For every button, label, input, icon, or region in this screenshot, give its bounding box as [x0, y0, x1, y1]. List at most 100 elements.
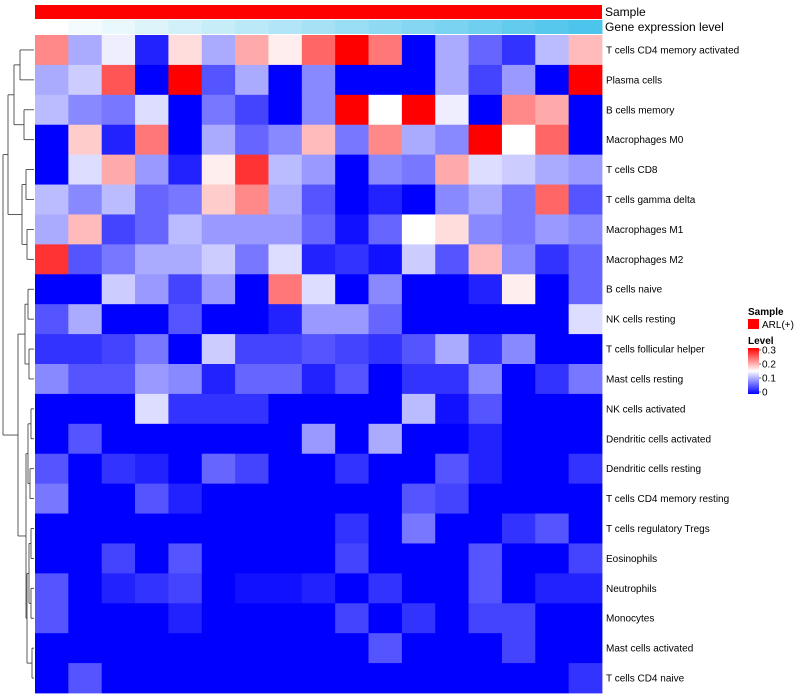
heatmap-cell: [435, 603, 469, 634]
heatmap-cell: [535, 543, 570, 574]
heatmap-cell: [201, 274, 236, 305]
heatmap-cell: [401, 244, 436, 275]
heatmap-cell: [235, 573, 269, 604]
heatmap-cell: [468, 483, 503, 514]
heatmap-cell: [35, 663, 69, 694]
heatmap-cell: [335, 364, 369, 395]
heatmap-cell: [268, 633, 303, 664]
heatmap-cell: [301, 64, 336, 96]
row-label: Macrophages M0: [606, 135, 684, 146]
heatmap-cell: [268, 663, 303, 694]
heatmap-cell: [335, 603, 369, 634]
heatmap-cell: [268, 453, 303, 485]
heatmap-cell: [268, 304, 303, 335]
heatmap-cell: [135, 603, 169, 634]
heatmap-cell: [235, 663, 269, 694]
heatmap-cell: [401, 663, 436, 694]
heatmap-cell: [501, 573, 536, 604]
heatmap-cell: [435, 573, 469, 604]
expression-annotation-cell: [468, 20, 503, 34]
heatmap-cell: [68, 94, 103, 126]
heatmap-cell: [35, 35, 69, 66]
heatmap-cell: [335, 274, 369, 305]
heatmap-cell: [368, 244, 403, 275]
heatmap-cell: [468, 154, 503, 185]
heatmap-cell: [68, 274, 103, 305]
heatmap-cell: [435, 483, 469, 514]
heatmap-cell: [35, 393, 69, 425]
heatmap-cell: [401, 453, 436, 485]
heatmap-cell: [568, 513, 603, 544]
heatmap-cell: [568, 154, 603, 185]
heatmap-cell: [268, 214, 303, 245]
heatmap-cell: [101, 483, 136, 514]
heatmap-cell: [401, 513, 436, 544]
row-label: Plasma cells: [606, 75, 662, 86]
heatmap-cell: [335, 184, 369, 215]
heatmap-cell: [435, 364, 469, 395]
heatmap-cell: [68, 633, 103, 664]
heatmap-cell: [235, 423, 269, 455]
heatmap-cell: [101, 453, 136, 485]
heatmap-cell: [401, 334, 436, 365]
row-label: NK cells resting: [606, 315, 675, 326]
legend-level-title: Level: [748, 336, 774, 347]
heatmap-cell: [168, 633, 203, 664]
heatmap-cell: [501, 513, 536, 544]
row-label: T cells CD8: [606, 165, 658, 176]
expression-annotation-cell: [201, 20, 236, 34]
heatmap-cell: [501, 633, 536, 664]
heatmap-cell: [401, 214, 436, 245]
legend-level-tick-label: 0: [762, 388, 768, 399]
legend-sample-entry: ARL(+): [762, 320, 794, 331]
heatmap-cell: [535, 94, 570, 126]
heatmap-cells: [35, 35, 603, 694]
heatmap-cell: [35, 483, 69, 514]
heatmap-cell: [501, 244, 536, 275]
heatmap-cell: [68, 573, 103, 604]
heatmap-cell: [335, 393, 369, 425]
heatmap-cell: [568, 94, 603, 126]
heatmap-cell: [468, 393, 503, 425]
heatmap-cell: [201, 633, 236, 664]
heatmap-cell: [135, 94, 169, 126]
heatmap-cell: [535, 124, 570, 156]
heatmap-cell: [268, 35, 303, 66]
heatmap-cell: [201, 214, 236, 245]
heatmap-cell: [201, 364, 236, 395]
heatmap-cell: [435, 214, 469, 245]
heatmap-cell: [101, 154, 136, 185]
heatmap-cell: [435, 64, 469, 96]
heatmap-cell: [568, 633, 603, 664]
heatmap-cell: [435, 184, 469, 215]
heatmap-cell: [301, 184, 336, 215]
heatmap-cell: [335, 573, 369, 604]
heatmap-cell: [235, 64, 269, 96]
heatmap-cell: [501, 304, 536, 335]
heatmap-cell: [535, 453, 570, 485]
heatmap-cell: [35, 453, 69, 485]
heatmap-cell: [468, 304, 503, 335]
heatmap-cell: [535, 663, 570, 694]
heatmap-cell: [335, 483, 369, 514]
heatmap-cell: [68, 513, 103, 544]
heatmap-cell: [268, 393, 303, 425]
heatmap-cell: [435, 663, 469, 694]
heatmap-cell: [201, 393, 236, 425]
heatmap-cell: [468, 214, 503, 245]
heatmap-cell: [368, 35, 403, 66]
heatmap-cell: [201, 64, 236, 96]
heatmap-cell: [201, 603, 236, 634]
heatmap-cell: [501, 35, 536, 66]
row-label: Dendritic cells resting: [606, 464, 701, 475]
heatmap-cell: [201, 513, 236, 544]
heatmap-cell: [401, 35, 436, 66]
expression-annotation-cell: [35, 20, 69, 34]
sample-annotation-label: Sample: [605, 5, 646, 19]
heatmap-cell: [135, 633, 169, 664]
heatmap-cell: [201, 663, 236, 694]
heatmap-cell: [368, 513, 403, 544]
heatmap-cell: [568, 64, 603, 96]
heatmap-cell: [368, 483, 403, 514]
heatmap-cell: [435, 423, 469, 455]
